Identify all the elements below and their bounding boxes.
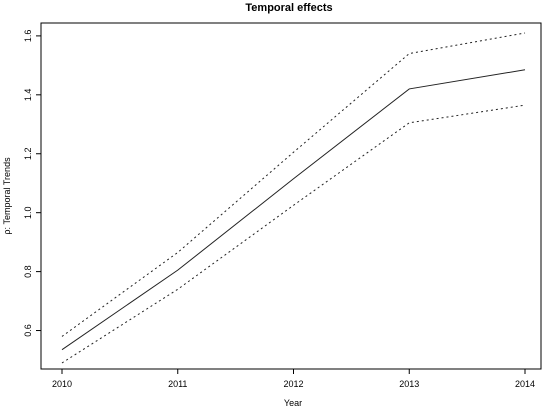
x-tick-label: 2011 (168, 379, 187, 389)
x-ticks: 2010 2011 2012 2013 2014 (52, 369, 535, 389)
x-tick-label: 2014 (515, 379, 535, 389)
y-tick-label: 1.2 (23, 147, 33, 160)
x-tick-label: 2012 (283, 379, 303, 389)
y-tick-label: 1.0 (23, 206, 33, 219)
plot-frame (40, 22, 542, 370)
y-tick-label: 0.8 (23, 265, 33, 278)
mean-trend-line (61, 69, 526, 351)
interval-line-2 (61, 104, 526, 364)
y-ticks: 0.6 0.8 1.0 1.2 1.4 1.6 (23, 30, 41, 337)
x-tick-label: 2013 (399, 379, 419, 389)
y-tick-label: 0.6 (23, 324, 33, 337)
interval-line-1 (61, 32, 526, 337)
y-tick-label: 1.4 (23, 89, 33, 102)
y-tick-label: 1.6 (23, 30, 33, 43)
x-tick-label: 2010 (52, 379, 72, 389)
chart-title: Temporal effects (245, 2, 332, 14)
series-layer (61, 32, 526, 364)
y-axis-title: ρ: Temporal Trends (2, 157, 12, 235)
x-axis-title: Year (284, 398, 302, 408)
